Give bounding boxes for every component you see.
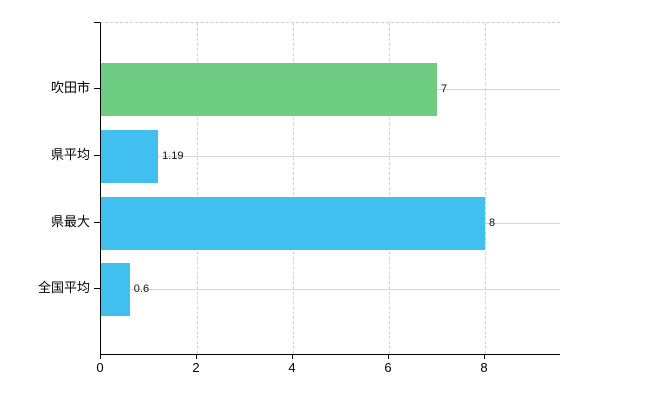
- category-tick: [94, 88, 100, 89]
- x-axis-tick-label: 2: [192, 360, 200, 375]
- vertical-gridline: [197, 23, 198, 354]
- x-axis-tick-label: 8: [480, 360, 488, 375]
- x-axis-tick: [100, 354, 101, 359]
- bar-national-average: [101, 262, 130, 316]
- bar-pref-max: [101, 196, 485, 250]
- category-tick: [94, 288, 100, 289]
- bar-value-label: 7: [441, 83, 448, 95]
- category-label-pref-max: 県最大: [50, 214, 90, 229]
- vertical-gridline: [485, 23, 486, 354]
- bar-value-label: 1.19: [162, 150, 184, 162]
- category-label-suita: 吹田市: [50, 80, 90, 95]
- category-label-pref-average: 県平均: [50, 147, 90, 162]
- horizontal-gridline: [101, 156, 560, 157]
- x-axis-tick: [484, 354, 485, 359]
- category-label-national-average: 全国平均: [37, 280, 90, 295]
- horizontal-gridline: [101, 289, 560, 290]
- x-axis-tick: [292, 354, 293, 359]
- vertical-gridline: [293, 23, 294, 354]
- bar-value-label: 0.6: [133, 283, 150, 295]
- vertical-gridline: [389, 23, 390, 354]
- x-axis-tick: [388, 354, 389, 359]
- bar-suita: [101, 62, 437, 116]
- x-axis-tick: [196, 354, 197, 359]
- category-tick: [94, 222, 100, 223]
- bar-value-label: 8: [489, 217, 496, 229]
- bar-pref-average: [101, 129, 159, 183]
- plot-area: 7 1.19 8 0.6: [100, 22, 560, 355]
- x-axis-tick-label: 6: [384, 360, 392, 375]
- x-axis-tick-label: 0: [96, 360, 104, 375]
- y-axis-top-tick: [94, 22, 100, 23]
- category-tick: [94, 155, 100, 156]
- x-axis-tick-label: 4: [288, 360, 296, 375]
